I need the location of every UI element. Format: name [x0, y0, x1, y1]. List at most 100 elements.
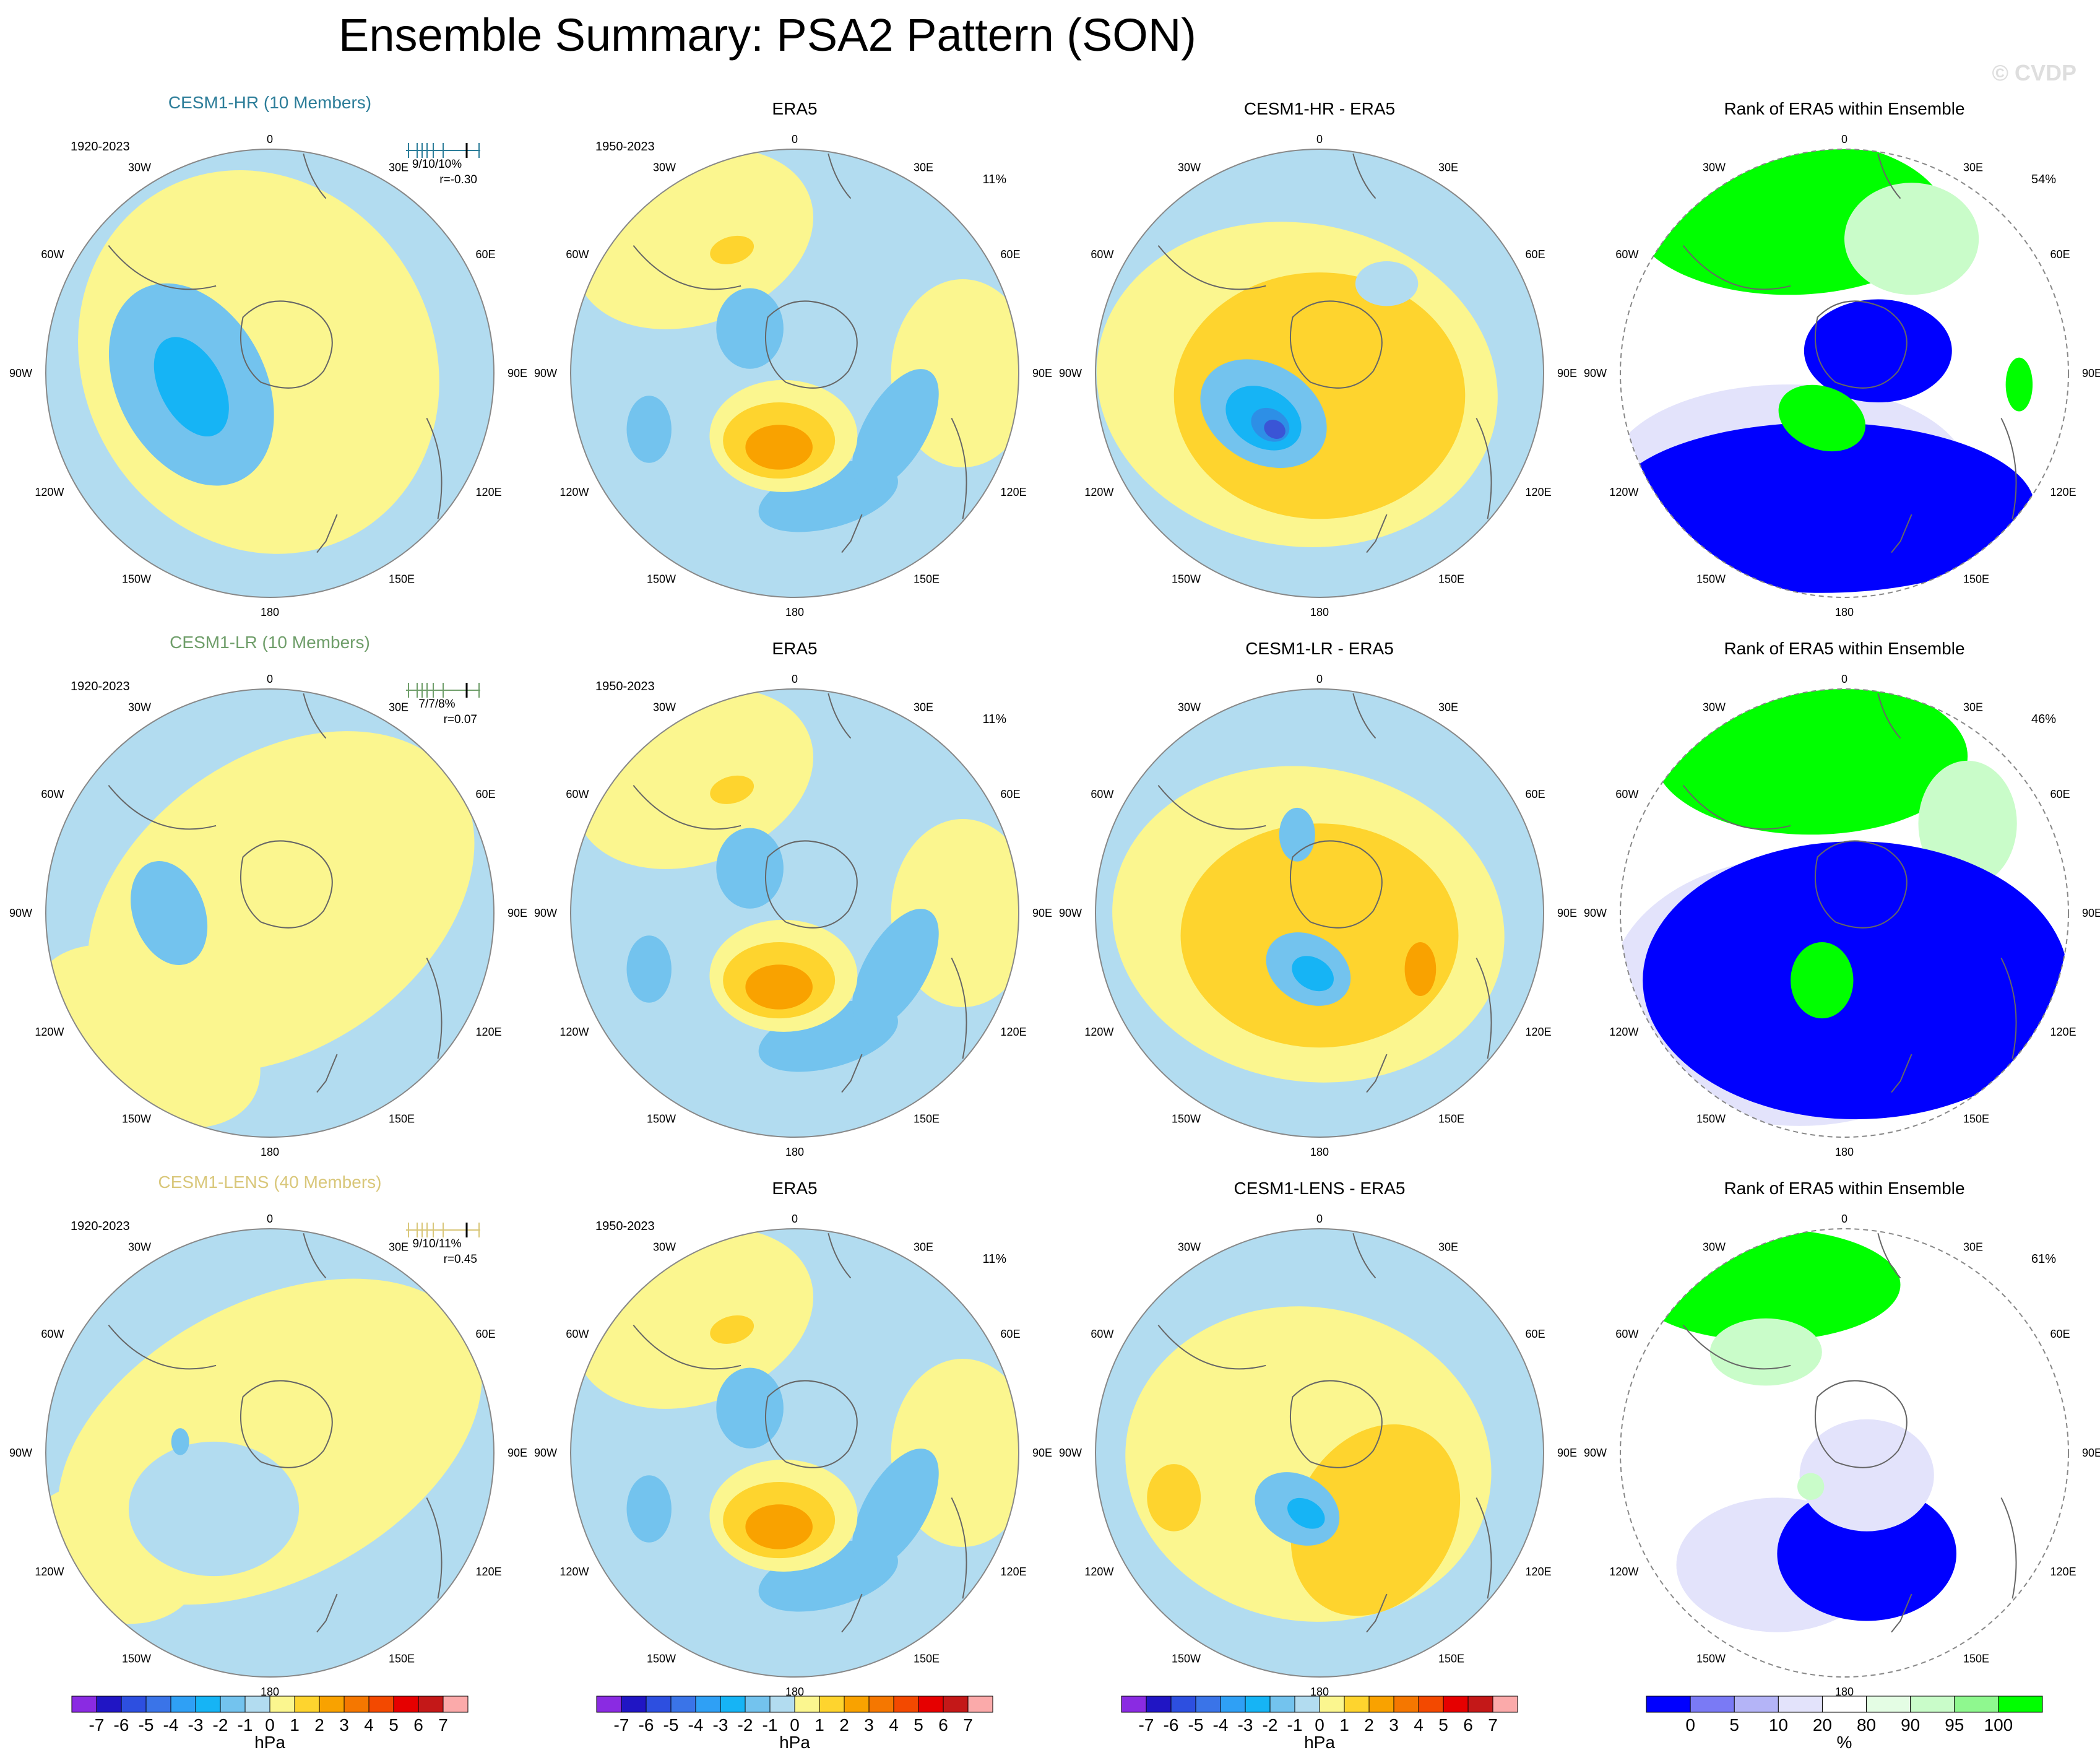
field-contour: [852, 909, 939, 1029]
africa-coastline: [303, 693, 327, 739]
colorbar-cell: [1443, 1696, 1469, 1713]
colorbar-tick-label: 90: [1901, 1715, 1920, 1735]
field-contour: [626, 1475, 672, 1543]
longitude-tick-label: 60W: [1091, 788, 1113, 800]
south-america-coastline: [108, 245, 217, 290]
longitude-tick-label: 30E: [1438, 161, 1458, 173]
longitude-tick-label: 120W: [1084, 1566, 1113, 1578]
rank-pct: 54%: [2031, 173, 2056, 186]
colorbar-tick-label: -2: [1263, 1715, 1278, 1735]
field-contour: [716, 828, 784, 909]
colorbar-cell: [1146, 1696, 1172, 1713]
longitude-tick-label: 120E: [476, 486, 502, 498]
longitude-tick-label: 90E: [1557, 907, 1577, 919]
longitude-tick-label: 90E: [508, 1447, 527, 1459]
colorbar-cell: [745, 1696, 771, 1713]
colorbar-1: -7 -6 -5 -4 -3 -2 -1 0 1 2 3 4 5 6 7 hPa: [71, 1696, 469, 1752]
field-contour: [626, 935, 672, 1003]
longitude-tick-label: 90W: [1059, 367, 1082, 379]
africa-coastline: [1877, 1232, 1901, 1279]
longitude-tick-label: 120E: [1001, 1566, 1027, 1578]
model-title: CESM1-LR (10 Members): [170, 633, 370, 652]
longitude-tick-label: 90E: [2082, 367, 2100, 379]
south-america-coastline: [1682, 1325, 1791, 1370]
map-field: [571, 1229, 1019, 1677]
longitude-tick-label: 180: [1835, 1146, 1854, 1158]
longitude-tick-label: 120E: [1001, 1026, 1027, 1038]
longitude-tick-label: 90W: [9, 1447, 32, 1459]
australia-coastline: [426, 957, 443, 1059]
colorbar-tick-label: 0: [265, 1715, 275, 1735]
obs-period: 1950-2023: [595, 140, 655, 154]
model-title: CESM1-HR (10 Members): [168, 93, 371, 112]
new-zealand-coastline: [1366, 1593, 1388, 1633]
map-field: [1095, 689, 1544, 1137]
longitude-tick-label: 150E: [1438, 1653, 1464, 1665]
longitude-tick-label: 150W: [1172, 1113, 1201, 1125]
africa-coastline: [1352, 1232, 1376, 1279]
panel-obs-row-3: 0 30E 60E 90E 120E 150E 180 150W 120W 90W 60W 30W ER…: [534, 1179, 1052, 1698]
colorbar-cell: [1269, 1696, 1295, 1713]
longitude-tick-label: 90E: [508, 907, 527, 919]
longitude-tick-label: 0: [1316, 673, 1323, 685]
map-boundary: [45, 149, 495, 598]
new-zealand-coastline: [1891, 1593, 1912, 1633]
map-boundary: [45, 688, 495, 1138]
colorbar-cell: [967, 1696, 993, 1713]
colorbar-tick-label: 7: [438, 1715, 448, 1735]
model-stats: 9/10/10%: [412, 158, 462, 171]
longitude-tick-label: 60E: [2050, 248, 2070, 261]
map-boundary: [1620, 1228, 2069, 1678]
longitude-tick-label: 30E: [1438, 1241, 1458, 1253]
colorbar-tick-label: -1: [238, 1715, 253, 1735]
africa-coastline: [827, 153, 852, 199]
south-america-coastline: [1157, 1325, 1266, 1370]
panel-rank-row-1: 0 30E 60E 90E 120E 150E 180 150W 120W 90W 60W 30W Ra…: [1584, 99, 2100, 618]
longitude-tick-label: 0: [1841, 673, 1847, 685]
australia-coastline: [426, 1497, 443, 1599]
colorbar-cell: [1170, 1696, 1196, 1713]
longitude-tick-label: 180: [1835, 1686, 1854, 1698]
map-field: [46, 1229, 494, 1677]
obs-title: ERA5: [772, 99, 817, 118]
colorbar-cell: [418, 1696, 444, 1713]
colorbar-tick-label: -3: [188, 1715, 204, 1735]
longitude-tick-label: 150W: [647, 573, 676, 586]
south-america-coastline: [108, 785, 217, 830]
antarctica-coastline: [240, 300, 333, 389]
longitude-tick-label: 150W: [122, 573, 151, 586]
antarctica-coastline: [1814, 1380, 1908, 1468]
longitude-tick-label: 120W: [1609, 486, 1638, 498]
panel-model-row-2: 0 30E 60E 90E 120E 150E 180 150W 120W 90W 60W 30W CE…: [9, 633, 527, 1158]
colorbar-cell: [319, 1696, 345, 1713]
longitude-tick-label: 150W: [1696, 1653, 1726, 1665]
longitude-tick-label: 150E: [1438, 1113, 1464, 1125]
longitude-tick-label: 0: [1841, 133, 1847, 145]
longitude-tick-label: 120W: [1084, 486, 1113, 498]
longitude-tick-label: 120E: [1526, 1566, 1552, 1578]
colorbar-cell: [1245, 1696, 1271, 1713]
colorbar-tick-label: 0: [1315, 1715, 1324, 1735]
longitude-tick-label: 30W: [653, 161, 676, 173]
south-america-coastline: [1157, 785, 1266, 830]
field-contour: [745, 1504, 813, 1549]
longitude-tick-label: 90W: [9, 367, 32, 379]
longitude-tick-label: 60W: [41, 1328, 64, 1340]
longitude-tick-label: 60E: [2050, 1328, 2070, 1340]
south-america-coastline: [1682, 245, 1791, 290]
longitude-tick-label: 60E: [1526, 788, 1545, 800]
colorbar-cell: [844, 1696, 870, 1713]
south-america-coastline: [633, 785, 741, 830]
model-stats: 9/10/11%: [413, 1237, 462, 1250]
colorbar-cell: [819, 1696, 845, 1713]
longitude-tick-label: 150W: [122, 1653, 151, 1665]
africa-coastline: [1352, 693, 1376, 739]
obs-period: 1950-2023: [595, 680, 655, 693]
field-contour: [1147, 1464, 1201, 1531]
colorbar-tick-label: -5: [663, 1715, 679, 1735]
longitude-tick-label: 90E: [1557, 367, 1577, 379]
colorbar-cell: [918, 1696, 944, 1713]
colorbar-cell: [368, 1696, 394, 1713]
colorbar-tick-label: -4: [1213, 1715, 1229, 1735]
antarctica-coastline: [1289, 300, 1383, 389]
